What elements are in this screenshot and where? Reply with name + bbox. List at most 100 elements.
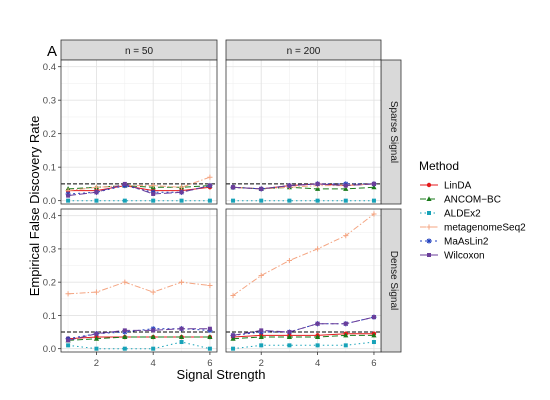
- data-point-wilcoxon: [315, 321, 320, 326]
- series-line-wilcoxon: [232, 183, 375, 190]
- data-point-metagenomeseq2: [178, 184, 185, 190]
- data-point-aldex2: [315, 198, 320, 203]
- panel-label: A: [47, 43, 57, 60]
- data-point-metagenomeseq2: [426, 224, 432, 230]
- data-point-aldex2: [207, 198, 212, 203]
- data-point-wilcoxon: [287, 183, 292, 188]
- data-point-wilcoxon: [207, 183, 212, 188]
- data-point-wilcoxon: [259, 328, 264, 333]
- data-point-aldex2: [66, 343, 71, 348]
- series-line-wilcoxon: [232, 316, 375, 336]
- series-line-metagenomeseq2: [68, 176, 211, 192]
- panel-border: [60, 59, 218, 205]
- data-point-metagenomeseq2: [65, 291, 71, 297]
- y-tick-label: 0.4: [43, 62, 56, 73]
- x-axis-title: Signal Strength: [177, 367, 266, 382]
- data-point-aldex2: [179, 340, 184, 345]
- data-point-wilcoxon: [427, 253, 431, 257]
- data-point-wilcoxon: [343, 183, 348, 188]
- data-point-metagenomeseq2: [150, 182, 156, 189]
- series-line-linda: [68, 185, 210, 192]
- y-tick-label: 0.2: [43, 129, 56, 140]
- data-point-ancom-bc: [314, 334, 321, 340]
- data-point-metagenomeseq2: [286, 257, 293, 264]
- legend-title: Method: [419, 159, 459, 173]
- series-line-wilcoxon: [67, 328, 210, 341]
- y-tick-label: 0.2: [43, 278, 56, 289]
- y-tick-label: 0.1: [43, 311, 56, 322]
- y-tick-label: 0.3: [43, 96, 56, 107]
- legend-item-aldex2: ALDEx2: [420, 209, 481, 220]
- panels-layer: [58, 59, 382, 355]
- data-point-aldex2: [259, 198, 264, 203]
- data-point-aldex2: [371, 198, 376, 203]
- data-point-wilcoxon: [179, 190, 184, 195]
- x-tick-label: 2: [259, 358, 264, 369]
- data-point-aldex2: [287, 198, 292, 203]
- data-point-aldex2: [287, 343, 292, 348]
- data-point-ancom-bc: [314, 186, 321, 191]
- data-point-aldex2: [207, 346, 212, 351]
- y-tick-label: 0.3: [43, 244, 56, 255]
- data-point-metagenomeseq2: [122, 279, 128, 285]
- data-point-ancom-bc: [343, 186, 349, 191]
- panel-border: [225, 59, 382, 205]
- panel-border: [225, 208, 382, 353]
- series-line-metagenomeseq2: [232, 213, 375, 296]
- panel-dense-signal-n-50: [58, 208, 218, 355]
- data-point-metagenomeseq2: [343, 233, 349, 239]
- series-line-wilcoxon: [68, 183, 211, 197]
- data-point-aldex2: [259, 343, 264, 348]
- data-point-aldex2: [231, 198, 236, 203]
- data-point-aldex2: [343, 343, 348, 348]
- data-point-wilcoxon: [122, 181, 127, 186]
- data-point-linda: [426, 182, 432, 188]
- facet-label-col-1: n = 50: [125, 46, 154, 57]
- facet-label-col-2: n = 200: [287, 46, 321, 57]
- data-point-aldex2: [122, 346, 127, 351]
- data-point-wilcoxon: [343, 321, 348, 326]
- data-point-ancom-bc: [230, 335, 236, 341]
- legend-item-wilcoxon: Wilcoxon: [420, 251, 485, 262]
- legend-items: LinDA ANCOM−BC ALDEx2 metagenomeSeq2 MaAsLin…: [420, 181, 526, 262]
- legend-item-linda: LinDA: [420, 181, 472, 192]
- legend-label: MaAsLin2: [444, 237, 489, 248]
- data-point-aldex2: [343, 198, 348, 203]
- data-point-wilcoxon: [151, 191, 156, 196]
- x-tick-label: 4: [151, 358, 156, 369]
- panel-background: [226, 209, 381, 352]
- legend-label: ALDEx2: [444, 209, 481, 220]
- panel-background: [61, 209, 217, 352]
- y-tick-labels: 0.0 0.1 0.2 0.3 0.4 0.0 0.1 0.2 0.3 0.4: [43, 62, 56, 355]
- data-point-wilcoxon: [371, 181, 376, 186]
- data-point-wilcoxon: [287, 330, 292, 335]
- data-point-aldex2: [151, 346, 156, 351]
- series-line-linda: [232, 333, 374, 338]
- legend-item-metagenomeseq2: metagenomeSeq2: [420, 223, 526, 234]
- legend-label: Wilcoxon: [444, 251, 485, 262]
- data-point-ancom-bc: [286, 334, 293, 340]
- data-point-ancom-bc: [343, 332, 349, 338]
- data-point-aldex2: [122, 198, 127, 203]
- series-line-metagenomeseq2: [68, 281, 210, 295]
- legend: Method LinDA ANCOM−BC ALDEx2 metagenomeSeq2…: [419, 159, 526, 262]
- data-point-wilcoxon: [259, 186, 264, 191]
- data-point-ancom-bc: [93, 335, 100, 341]
- facet-label-row-2: Dense Signal: [388, 251, 399, 310]
- panel-border: [60, 208, 218, 353]
- series-line-ancom-bc: [68, 336, 210, 341]
- legend-label: LinDA: [444, 181, 472, 192]
- data-point-metagenomeseq2: [314, 246, 321, 252]
- data-point-wilcoxon: [94, 190, 99, 195]
- data-point-ancom-bc: [122, 334, 128, 340]
- y-tick-label: 0.4: [43, 211, 56, 222]
- data-point-wilcoxon: [179, 326, 184, 331]
- legend-item-ancom-bc: ANCOM−BC: [420, 195, 501, 206]
- series-line-aldex2: [232, 341, 375, 350]
- data-point-ancom-bc: [150, 334, 156, 340]
- data-point-wilcoxon: [122, 328, 127, 333]
- data-point-wilcoxon: [231, 333, 236, 338]
- data-point-metagenomeseq2: [93, 184, 100, 190]
- panel-sparse-signal-n-50: [58, 59, 218, 205]
- data-point-aldex2: [315, 343, 320, 348]
